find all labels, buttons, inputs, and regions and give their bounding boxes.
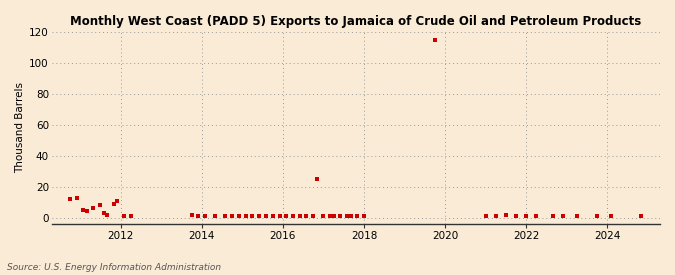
Point [200, 214, 211, 218]
Point [308, 214, 319, 218]
Point [328, 214, 339, 218]
Point [342, 214, 352, 218]
Y-axis label: Thousand Barrels: Thousand Barrels [15, 82, 25, 173]
Point [605, 214, 616, 218]
Point [301, 214, 312, 218]
Point [112, 198, 123, 203]
Point [531, 214, 542, 218]
Point [636, 214, 647, 218]
Point [335, 214, 346, 218]
Point [294, 214, 305, 218]
Point [325, 214, 335, 218]
Point [234, 214, 244, 218]
Point [119, 214, 130, 218]
Point [318, 214, 329, 218]
Point [288, 214, 298, 218]
Point [548, 214, 559, 218]
Point [247, 214, 258, 218]
Point [220, 214, 231, 218]
Point [98, 211, 109, 215]
Point [186, 212, 197, 217]
Point [240, 214, 251, 218]
Point [193, 214, 204, 218]
Point [72, 195, 82, 200]
Point [429, 37, 440, 42]
Point [102, 212, 113, 217]
Point [592, 214, 603, 218]
Point [65, 197, 76, 201]
Point [126, 214, 136, 218]
Point [352, 214, 362, 218]
Point [311, 177, 322, 181]
Point [480, 214, 491, 218]
Point [558, 214, 569, 218]
Point [500, 212, 511, 217]
Point [510, 214, 521, 218]
Point [521, 214, 532, 218]
Point [109, 202, 119, 206]
Point [281, 214, 292, 218]
Point [267, 214, 278, 218]
Point [254, 214, 265, 218]
Point [358, 214, 369, 218]
Point [274, 214, 285, 218]
Point [572, 214, 583, 218]
Point [345, 214, 356, 218]
Point [45, 132, 55, 136]
Text: Source: U.S. Energy Information Administration: Source: U.S. Energy Information Administ… [7, 263, 221, 272]
Point [490, 214, 501, 218]
Point [261, 214, 271, 218]
Point [227, 214, 238, 218]
Point [210, 214, 221, 218]
Point [95, 203, 106, 207]
Title: Monthly West Coast (PADD 5) Exports to Jamaica of Crude Oil and Petroleum Produc: Monthly West Coast (PADD 5) Exports to J… [70, 15, 641, 28]
Point [82, 209, 92, 214]
Point [78, 208, 88, 212]
Point [88, 206, 99, 211]
